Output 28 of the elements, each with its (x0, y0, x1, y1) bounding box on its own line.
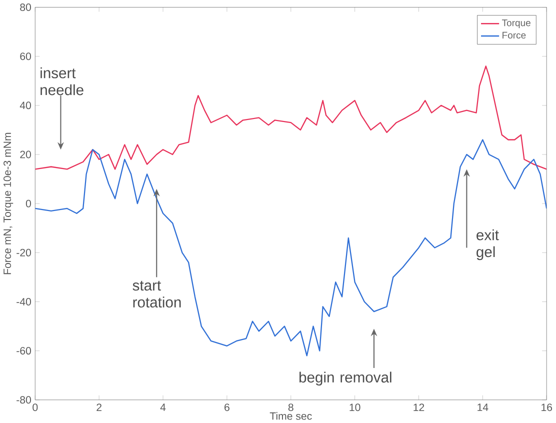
x-tick-label: 0 (32, 403, 38, 411)
y-axis-title: Force mN, Torque 10e-3 mNm (4, 132, 14, 274)
x-tick-label: 10 (350, 403, 360, 411)
legend-label: Force (502, 32, 526, 38)
x-tick-label: 6 (224, 403, 230, 411)
y-tick-label: -80 (16, 396, 31, 404)
x-axis-title: Time sec (270, 412, 312, 420)
legend-label: Torque (502, 19, 530, 28)
annotation: insert needle (40, 67, 84, 96)
x-tick-label: 4 (160, 403, 166, 411)
x-tick-label: 14 (478, 403, 488, 411)
annotation: begin removal (299, 372, 392, 386)
y-tick-label: -60 (16, 346, 31, 354)
y-tick-label: -40 (16, 298, 31, 306)
line-series (35, 139, 547, 356)
line-series (35, 65, 547, 170)
y-tick-label: 20 (20, 150, 31, 158)
x-tick-label: 12 (414, 403, 424, 411)
y-tick-label: -20 (16, 248, 31, 256)
x-tick-label: 2 (96, 403, 102, 411)
y-tick-label: 60 (20, 52, 31, 60)
x-tick-label: 16 (542, 403, 552, 411)
y-tick-label: 40 (20, 102, 31, 110)
y-tick-label: 80 (20, 3, 31, 11)
x-tick-label: 8 (288, 403, 294, 411)
y-tick-label: 0 (26, 200, 31, 208)
annotation: exit gel (476, 229, 499, 260)
annotation: start rotation (132, 280, 181, 308)
